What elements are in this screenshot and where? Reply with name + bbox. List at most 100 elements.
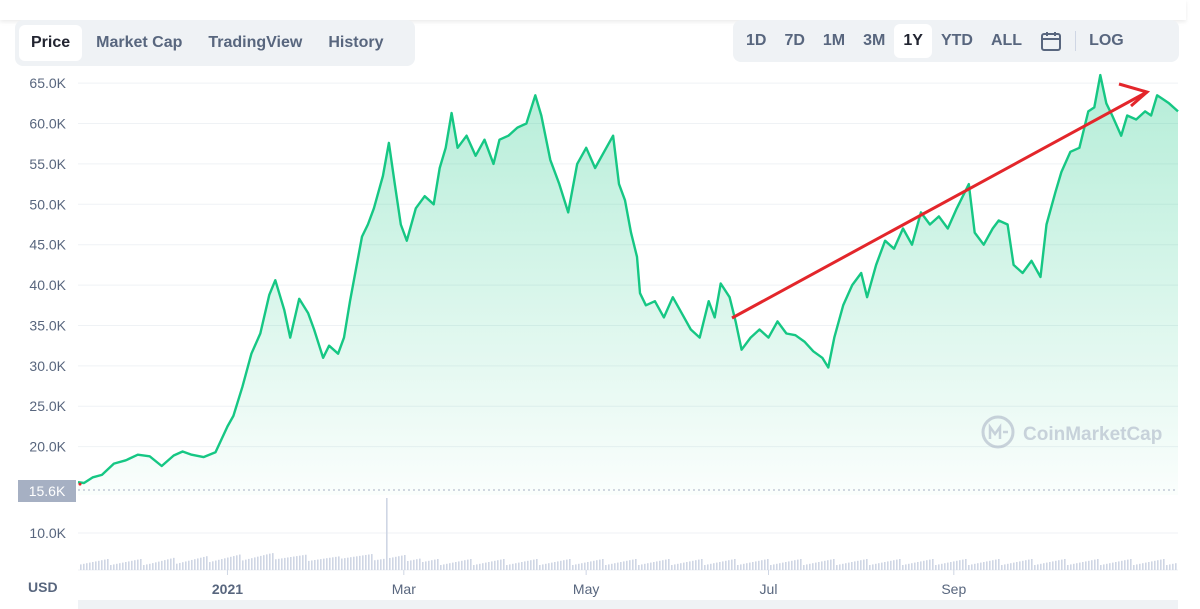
chart-view-tabs: Price Market Cap TradingView History: [15, 20, 415, 66]
volume-bar: [560, 560, 562, 570]
volume-bar: [1133, 565, 1135, 570]
tab-price[interactable]: Price: [19, 25, 83, 61]
volume-bar: [125, 562, 127, 570]
volume-bar: [800, 559, 802, 570]
calendar-icon[interactable]: [1031, 24, 1071, 58]
volume-bar: [227, 557, 229, 570]
volume-bar: [914, 562, 916, 570]
volume-bar: [446, 563, 448, 570]
volume-bar: [587, 562, 589, 570]
volume-bar: [497, 560, 499, 570]
volume-bar: [197, 558, 199, 570]
volume-bar: [191, 559, 193, 570]
volume-bar: [638, 565, 640, 570]
volume-bar: [581, 563, 583, 570]
volume-bar: [473, 565, 475, 570]
volume-bar: [821, 561, 823, 570]
volume-bar: [1019, 561, 1021, 570]
volume-bar: [224, 558, 226, 570]
range-7d-button[interactable]: 7D: [784, 32, 805, 49]
volume-bar: [104, 559, 106, 570]
volume-bar: [176, 563, 178, 570]
volume-bar: [242, 560, 244, 570]
log-scale-toggle[interactable]: LOG: [1089, 32, 1124, 49]
volume-bar: [311, 560, 313, 570]
volume-bar: [542, 564, 544, 570]
volume-bar: [920, 561, 922, 570]
volume-bar: [893, 560, 895, 570]
range-ytd-button[interactable]: YTD: [940, 32, 973, 49]
volume-bar: [713, 563, 715, 570]
volume-bar: [455, 562, 457, 570]
volume-bar: [458, 561, 460, 570]
volume-bar: [320, 559, 322, 570]
volume-bar: [641, 564, 643, 570]
watermark: CoinMarketCap: [981, 415, 1162, 449]
volume-bar: [1058, 560, 1060, 570]
volume-bar: [791, 560, 793, 570]
volume-bar: [182, 562, 184, 570]
volume-bar: [695, 560, 697, 570]
start-point-marker: [78, 482, 82, 486]
tab-tradingview[interactable]: TradingView: [208, 34, 303, 51]
volume-bar: [743, 563, 745, 570]
volume-bar: [848, 562, 850, 570]
volume-bar: [185, 561, 187, 570]
volume-bar: [1175, 563, 1177, 570]
volume-bar: [1163, 559, 1165, 570]
volume-bar: [431, 560, 433, 570]
volume-bar: [632, 559, 634, 570]
volume-bar: [836, 565, 838, 570]
volume-bar: [815, 562, 817, 570]
volume-bar: [647, 563, 649, 570]
volume-bar: [134, 560, 136, 570]
volume-bar: [740, 564, 742, 570]
range-1m-button[interactable]: 1M: [822, 32, 846, 49]
volume-bar: [338, 556, 340, 570]
volume-bar: [1160, 559, 1162, 570]
volume-bar: [422, 562, 424, 570]
volume-bar: [1094, 559, 1096, 570]
volume-bar: [530, 560, 532, 570]
volume-bar: [860, 560, 862, 570]
volume-bar: [1052, 561, 1054, 570]
volume-bar: [131, 560, 133, 570]
volume-bar: [809, 563, 811, 570]
range-3m-button[interactable]: 3M: [863, 32, 886, 49]
volume-bar: [1076, 563, 1078, 570]
volume-bar: [260, 555, 262, 570]
volume-bar: [512, 563, 514, 570]
volume-bar: [830, 559, 832, 570]
volume-bar: [608, 564, 610, 570]
volume-bar: [437, 559, 439, 570]
volume-bar: [551, 562, 553, 570]
volume-bar: [335, 556, 337, 570]
volume-bar: [257, 556, 259, 570]
volume-bar: [899, 559, 901, 570]
volume-bar: [917, 562, 919, 570]
volume-bar: [974, 563, 976, 570]
volume-bar: [1061, 559, 1063, 570]
y-tick-label: 50.0K: [29, 196, 66, 212]
volume-bar: [764, 559, 766, 570]
x-tick-label: 2021: [212, 581, 243, 597]
volume-bar: [770, 565, 772, 570]
volume-bar: [905, 564, 907, 570]
price-area-fill: [78, 75, 1178, 495]
volume-bar: [293, 556, 295, 570]
volume-bar: [839, 564, 841, 570]
volume-bar: [710, 563, 712, 570]
tab-history[interactable]: History: [328, 34, 384, 51]
volume-bar: [818, 562, 820, 570]
volume-bar: [1139, 563, 1141, 570]
range-scroller-track: [78, 600, 1178, 609]
tab-market-cap[interactable]: Market Cap: [96, 34, 183, 51]
range-1y-button[interactable]: 1Y: [894, 24, 932, 58]
volume-bar: [398, 556, 400, 570]
range-all-button[interactable]: ALL: [990, 32, 1023, 49]
volume-bar: [977, 563, 979, 570]
volume-bar: [296, 556, 298, 570]
volume-bar: [1118, 561, 1120, 570]
trend-arrow: [731, 82, 1151, 320]
range-1d-button[interactable]: 1D: [746, 32, 767, 49]
